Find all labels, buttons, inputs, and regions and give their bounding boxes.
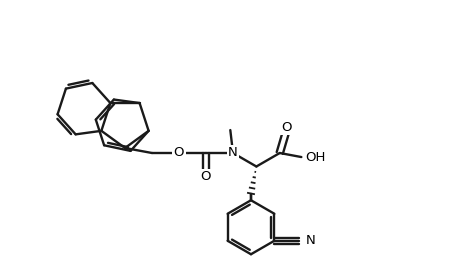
Text: O: O [281, 121, 292, 134]
Text: OH: OH [305, 150, 326, 164]
Text: O: O [201, 171, 211, 183]
Text: O: O [174, 147, 184, 159]
Text: N: N [306, 234, 315, 247]
Text: N: N [228, 147, 238, 159]
